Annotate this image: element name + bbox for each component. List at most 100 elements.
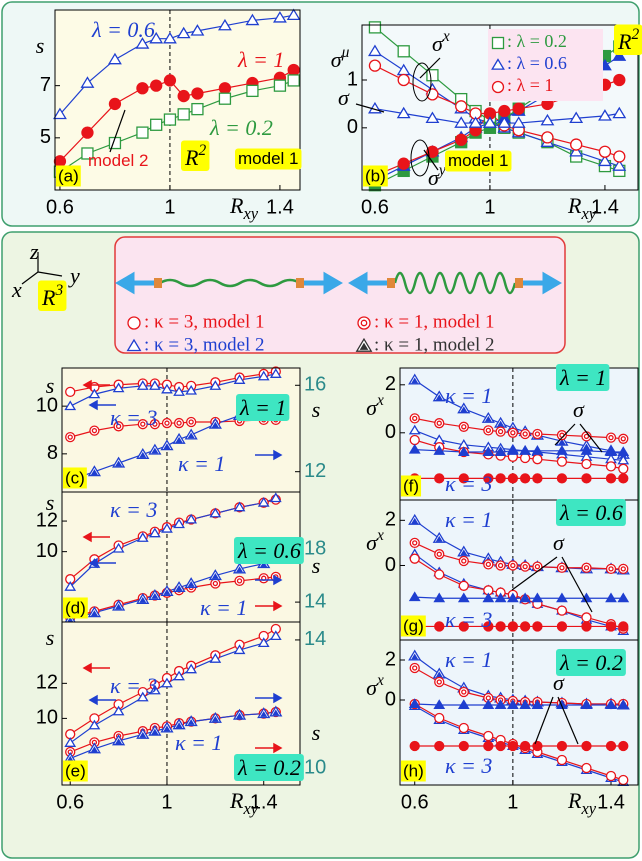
marker-shape: [532, 428, 543, 440]
marker-shape: [173, 670, 185, 681]
direction-arrow: [88, 399, 116, 411]
marker-shape: [149, 527, 161, 538]
y2-axis-label: s: [312, 553, 321, 578]
pointer: [109, 109, 126, 153]
direction-arrow: [255, 692, 283, 704]
marker: [80, 76, 95, 88]
marker: [519, 452, 531, 464]
marker-shape: [185, 513, 198, 524]
marker: [458, 473, 469, 484]
marker-shape: [81, 126, 94, 139]
marker-shape: [507, 621, 519, 632]
annotation-main: κ = 3: [445, 471, 492, 496]
x-axis-label-sub: xy: [242, 799, 258, 818]
marker-shape: [580, 445, 593, 455]
marker-shape: [618, 463, 629, 474]
y2-tick-label: 14: [304, 590, 326, 612]
marker: [598, 145, 612, 158]
x-axis-label: Rxy: [567, 193, 597, 223]
marker: [258, 573, 269, 584]
marker-shape: [426, 69, 439, 82]
annotation-bg: [181, 140, 210, 172]
marker: [458, 580, 469, 591]
x-axis-label-sub: xy: [580, 799, 596, 818]
marker-inner: [151, 728, 159, 735]
marker: [519, 473, 531, 484]
legend: [488, 29, 603, 101]
marker-inner: [558, 438, 566, 445]
marker-shape: [580, 699, 593, 710]
marker-shape: [149, 419, 161, 430]
marker-shape: [137, 419, 148, 430]
marker: [617, 699, 630, 710]
x-tick-label: 0.6: [46, 196, 74, 218]
marker-inner: [139, 731, 147, 738]
marker-inner: [187, 432, 195, 439]
r3-label-main: R: [41, 285, 56, 310]
series-line: [374, 108, 620, 124]
marker-inner: [67, 434, 73, 440]
marker: [113, 421, 124, 432]
marker-shape: [581, 621, 592, 632]
marker-inner: [412, 540, 418, 546]
marker-inner: [412, 415, 418, 422]
r3-label: R3: [41, 282, 63, 311]
y-axis-label: σx: [366, 672, 384, 701]
marker-shape: [245, 13, 260, 26]
marker-shape: [458, 740, 469, 752]
marker: [269, 368, 282, 378]
marker: [137, 419, 148, 430]
y-tick-label: 1: [347, 68, 358, 90]
marker-shape: [127, 316, 141, 330]
marker: [612, 106, 627, 119]
x-axis-label: Rxy: [567, 788, 597, 818]
marker-inner: [211, 715, 219, 722]
marker-inner: [485, 427, 492, 434]
marker-shape: [507, 427, 519, 438]
marker: [458, 740, 469, 752]
annotation-main: κ = 1: [445, 507, 492, 532]
marker-shape: [519, 592, 532, 603]
marker-inner: [436, 420, 442, 426]
annotation-main: λ = 0.2: [559, 650, 623, 675]
marker-shape: [458, 580, 469, 591]
marker: [556, 754, 568, 766]
pointer: [579, 423, 603, 453]
pointer: [423, 149, 439, 171]
annotation: σ: [553, 530, 565, 555]
marker: [177, 108, 190, 121]
marker: [519, 445, 532, 455]
marker-inner: [163, 588, 171, 595]
annotation-main: κ = 1: [175, 730, 222, 755]
annotation-main: λ = 0.6: [559, 500, 623, 525]
y2-axis-label: s: [312, 720, 321, 745]
y-axis-label-sup: x: [376, 527, 384, 544]
annotation-main: σ: [432, 31, 444, 56]
marker: [408, 443, 421, 454]
cap: [515, 278, 523, 288]
annotation: λ = 0.6: [91, 17, 155, 42]
marker: [569, 111, 584, 124]
marker-shape: [458, 686, 469, 698]
r3-label-bg: [38, 280, 67, 312]
marker-shape: [598, 145, 612, 158]
marker: [618, 433, 629, 444]
marker-shape: [286, 8, 301, 20]
marker-shape: [434, 473, 445, 484]
marker: [246, 84, 259, 98]
annotation: λ = 0.2: [559, 650, 623, 675]
marker-shape: [617, 446, 630, 457]
annotation-main: κ = 3: [445, 607, 492, 632]
y2-tick-label: 12: [304, 460, 326, 482]
marker-shape: [531, 699, 544, 710]
marker-shape: [497, 116, 512, 128]
marker: [495, 621, 506, 632]
marker: [408, 373, 422, 385]
marker-inner: [435, 671, 443, 678]
marker-shape: [257, 496, 270, 507]
marker: [53, 155, 67, 168]
annotation-bg: [556, 364, 610, 392]
annotation-main: λ = 0.6: [237, 538, 301, 563]
marker: [519, 740, 531, 752]
